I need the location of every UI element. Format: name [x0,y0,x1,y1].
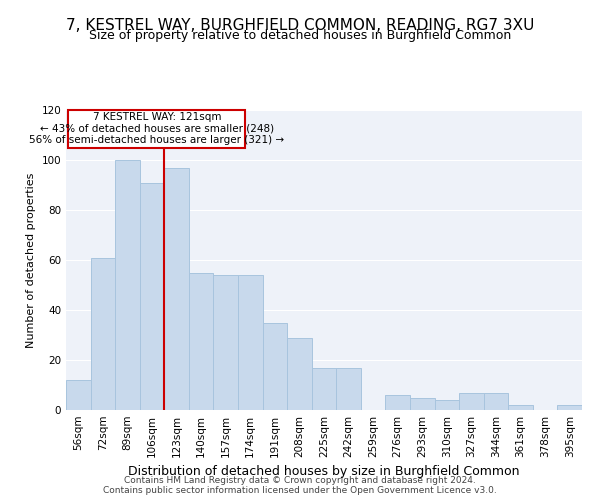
Bar [410,398,434,410]
Bar [484,392,508,410]
Bar [336,368,361,410]
Bar [140,182,164,410]
Bar [238,275,263,410]
Bar [164,168,189,410]
Bar [508,405,533,410]
Bar [287,338,312,410]
Bar [91,258,115,410]
FancyBboxPatch shape [68,110,245,148]
Bar [459,392,484,410]
Text: 7, KESTREL WAY, BURGHFIELD COMMON, READING, RG7 3XU: 7, KESTREL WAY, BURGHFIELD COMMON, READI… [66,18,534,32]
Bar [557,405,582,410]
Bar [189,272,214,410]
Bar [385,395,410,410]
Y-axis label: Number of detached properties: Number of detached properties [26,172,36,348]
Bar [434,400,459,410]
Bar [66,380,91,410]
Bar [214,275,238,410]
Text: Size of property relative to detached houses in Burghfield Common: Size of property relative to detached ho… [89,29,511,42]
Text: 7 KESTREL WAY: 121sqm
← 43% of detached houses are smaller (248)
56% of semi-det: 7 KESTREL WAY: 121sqm ← 43% of detached … [29,112,284,146]
Bar [115,160,140,410]
Text: Contains public sector information licensed under the Open Government Licence v3: Contains public sector information licen… [103,486,497,495]
Text: Contains HM Land Registry data © Crown copyright and database right 2024.: Contains HM Land Registry data © Crown c… [124,476,476,485]
Bar [312,368,336,410]
X-axis label: Distribution of detached houses by size in Burghfield Common: Distribution of detached houses by size … [128,466,520,478]
Bar [263,322,287,410]
